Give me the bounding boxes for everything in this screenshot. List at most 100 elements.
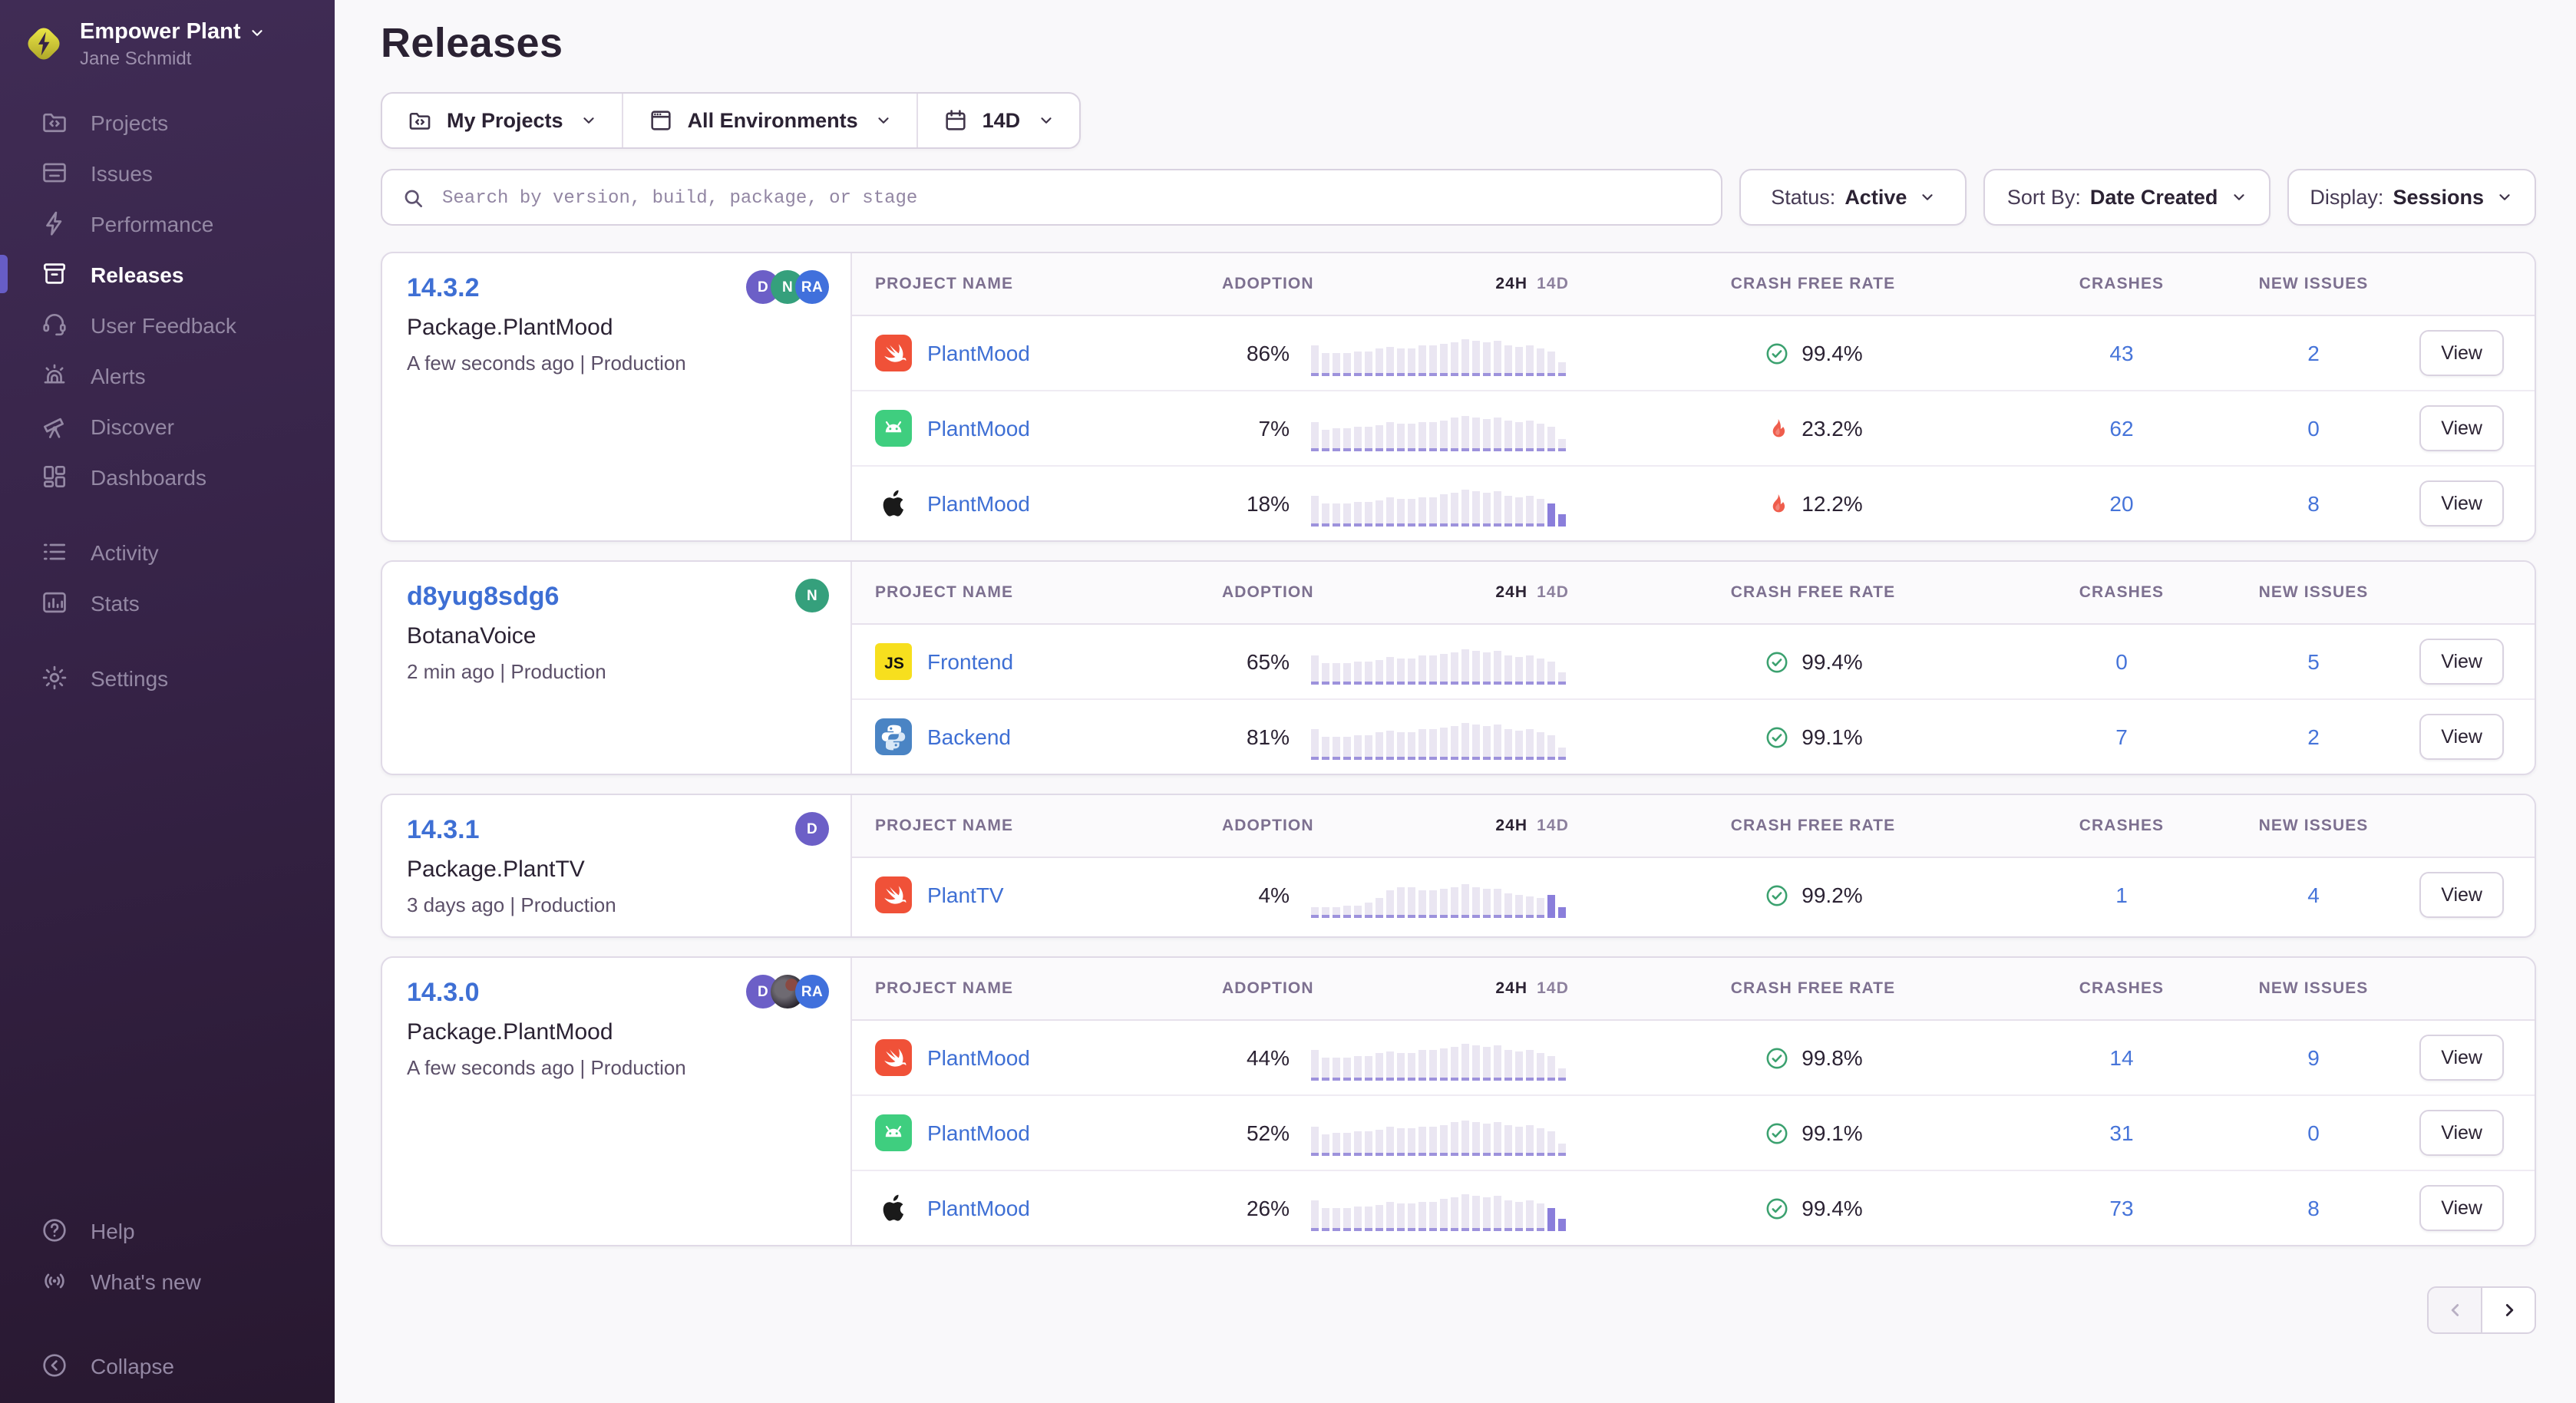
release-project-row: PlantMood 26% 99.4% 73 8 View — [852, 1171, 2535, 1245]
crashes-count[interactable]: 62 — [2109, 416, 2134, 441]
view-button[interactable]: View — [2419, 1185, 2504, 1231]
crashes-count[interactable]: 31 — [2109, 1121, 2134, 1145]
crash-free-rate: 99.4% — [1590, 340, 2036, 366]
sidebar-item-user-feedback[interactable]: User Feedback — [0, 299, 335, 350]
sidebar-item-whats-new[interactable]: What's new — [0, 1256, 335, 1306]
range-14d-toggle[interactable]: 14D — [1537, 275, 1569, 293]
sidebar-footer: Help What's new Collapse — [0, 1205, 335, 1391]
projects-icon — [40, 107, 69, 137]
sidebar-item-settings[interactable]: Settings — [0, 652, 335, 703]
sidebar-item-alerts[interactable]: Alerts — [0, 350, 335, 401]
project-link[interactable]: JS Frontend — [875, 643, 1222, 680]
range-14d-toggle[interactable]: 14D — [1537, 817, 1569, 835]
table-header: PROJECT NAME ADOPTION 24H 14D CRASH FREE … — [852, 253, 2535, 316]
avatar[interactable]: RA — [795, 270, 829, 304]
crashes-count[interactable]: 1 — [2115, 883, 2128, 907]
sidebar-item-issues[interactable]: Issues — [0, 147, 335, 198]
display-dropdown[interactable]: Display: Sessions — [2287, 169, 2536, 226]
sidebar-item-stats[interactable]: Stats — [0, 577, 335, 628]
sidebar-item-discover[interactable]: Discover — [0, 401, 335, 451]
new-issues-count[interactable]: 4 — [2307, 883, 2320, 907]
avatar[interactable]: N — [795, 579, 829, 612]
search-input[interactable] — [439, 185, 1703, 210]
new-issues-count[interactable]: 8 — [2307, 1196, 2320, 1220]
view-button[interactable]: View — [2419, 405, 2504, 451]
sidebar-item-dashboards[interactable]: Dashboards — [0, 451, 335, 502]
chevron-right-icon — [2505, 1304, 2513, 1316]
view-button[interactable]: View — [2419, 639, 2504, 685]
project-link[interactable]: PlantMood — [875, 335, 1222, 371]
android-icon — [875, 1114, 912, 1151]
android-icon — [875, 410, 912, 447]
sidebar-item-releases[interactable]: Releases — [0, 249, 335, 299]
sidebar-item-activity[interactable]: Activity — [0, 527, 335, 577]
new-issues-count[interactable]: 0 — [2307, 1121, 2320, 1145]
status-dropdown[interactable]: Status: Active — [1739, 169, 1967, 226]
new-issues-count[interactable]: 2 — [2307, 725, 2320, 749]
sidebar-item-help[interactable]: Help — [0, 1205, 335, 1256]
project-link[interactable]: PlantMood — [875, 410, 1222, 447]
crashes-count[interactable]: 73 — [2109, 1196, 2134, 1220]
crashes-count[interactable]: 14 — [2109, 1045, 2134, 1070]
avatar[interactable]: D — [795, 812, 829, 846]
view-button[interactable]: View — [2419, 480, 2504, 527]
new-issues-count[interactable]: 9 — [2307, 1045, 2320, 1070]
release-projects-table: PROJECT NAME ADOPTION 24H 14D CRASH FREE … — [852, 795, 2535, 936]
sidebar-item-projects[interactable]: Projects — [0, 97, 335, 147]
crash-free-ok-icon — [1765, 1047, 1787, 1068]
range-14d-toggle[interactable]: 14D — [1537, 979, 1569, 998]
chevron-down-icon — [580, 112, 597, 129]
new-issues-count[interactable]: 0 — [2307, 416, 2320, 441]
release-version-link[interactable]: 14.3.2 — [407, 273, 480, 302]
project-link[interactable]: PlantTV — [875, 876, 1222, 913]
avatar-stack: D RA — [746, 975, 829, 1009]
release-version-link[interactable]: 14.3.1 — [407, 815, 480, 844]
sidebar-collapse-button[interactable]: Collapse — [0, 1340, 335, 1391]
crashes-count[interactable]: 20 — [2109, 491, 2134, 516]
environment-filter[interactable]: All Environments — [623, 94, 918, 147]
range-24h-toggle[interactable]: 24H — [1495, 583, 1528, 602]
avatar-stack: D N RA — [746, 270, 829, 304]
sort-by-dropdown[interactable]: Sort By: Date Created — [1983, 169, 2271, 226]
range-14d-toggle[interactable]: 14D — [1537, 583, 1569, 602]
project-link[interactable]: PlantMood — [875, 1114, 1222, 1151]
avatar[interactable]: RA — [795, 975, 829, 1009]
adoption-value: 7% — [1258, 416, 1290, 441]
project-link[interactable]: Backend — [875, 718, 1222, 755]
discover-icon — [40, 411, 69, 441]
view-button[interactable]: View — [2419, 1110, 2504, 1156]
release-version-link[interactable]: d8yug8sdg6 — [407, 582, 560, 611]
crash-free-rate: 99.4% — [1590, 1195, 2036, 1221]
projects-filter[interactable]: My Projects — [382, 94, 623, 147]
project-link[interactable]: PlantMood — [875, 1039, 1222, 1076]
view-button[interactable]: View — [2419, 330, 2504, 376]
crashes-count[interactable]: 7 — [2115, 725, 2128, 749]
new-issues-count[interactable]: 2 — [2307, 341, 2320, 365]
next-page-button[interactable] — [2481, 1286, 2536, 1334]
range-24h-toggle[interactable]: 24H — [1495, 979, 1528, 998]
release-package: BotanaVoice — [407, 623, 537, 649]
range-24h-toggle[interactable]: 24H — [1495, 275, 1528, 293]
release-version-link[interactable]: 14.3.0 — [407, 978, 480, 1007]
view-button[interactable]: View — [2419, 1035, 2504, 1081]
new-issues-count[interactable]: 8 — [2307, 491, 2320, 516]
project-link[interactable]: PlantMood — [875, 485, 1222, 522]
swift-platform-icon — [875, 335, 912, 371]
crashes-count[interactable]: 43 — [2109, 341, 2134, 365]
apple-platform-icon — [875, 1190, 912, 1226]
release-card: d8yug8sdg6 N BotanaVoice 2 min ago | Pro… — [381, 560, 2536, 775]
python-icon — [875, 718, 912, 755]
crashes-count[interactable]: 0 — [2115, 649, 2128, 674]
date-range-filter[interactable]: 14D — [918, 94, 1079, 147]
range-24h-toggle[interactable]: 24H — [1495, 817, 1528, 835]
project-link[interactable]: PlantMood — [875, 1190, 1222, 1226]
view-button[interactable]: View — [2419, 714, 2504, 760]
chevron-down-icon — [2230, 189, 2247, 206]
sidebar-item-performance[interactable]: Performance — [0, 198, 335, 249]
apple-platform-icon — [875, 485, 912, 522]
org-switcher[interactable]: Empower Plant Jane Schmidt — [0, 0, 335, 78]
new-issues-count[interactable]: 5 — [2307, 649, 2320, 674]
user-feedback-icon — [40, 310, 69, 339]
previous-page-button[interactable] — [2427, 1286, 2482, 1334]
view-button[interactable]: View — [2419, 872, 2504, 918]
